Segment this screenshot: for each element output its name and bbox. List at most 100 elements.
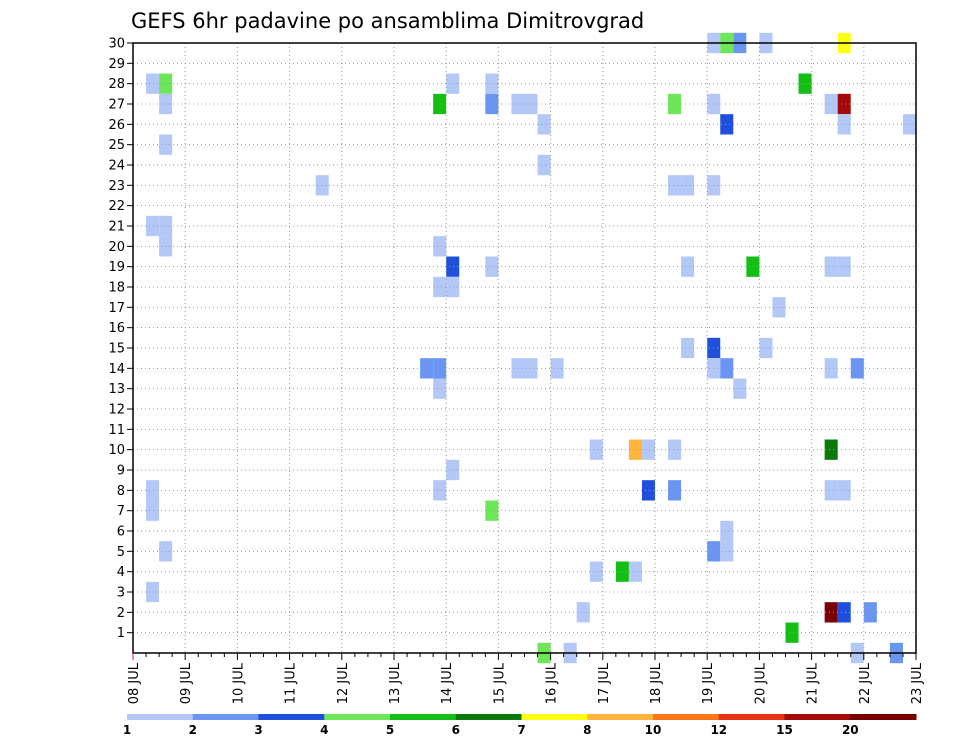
y-tick-label: 15 (108, 342, 125, 357)
y-tick-label: 14 (108, 362, 125, 377)
x-tick-label: 10 JUL (231, 662, 246, 704)
colorbar-tick-label: 5 (386, 723, 394, 737)
precip-cell (576, 602, 590, 623)
colorbar-swatch (784, 714, 851, 720)
precip-cell (681, 337, 695, 359)
y-tick-label: 4 (117, 565, 125, 580)
y-tick-label: 17 (108, 301, 125, 316)
precip-cell (146, 73, 160, 94)
y-tick-label: 6 (117, 525, 125, 540)
precip-cell (720, 114, 734, 135)
precip-cell (824, 439, 838, 460)
x-tick-label: 13 JUL (388, 662, 403, 704)
precip-cell (628, 561, 642, 582)
precip-cell (641, 480, 655, 501)
colorbar-tick-label: 12 (710, 723, 727, 737)
colorbar-swatch (192, 714, 259, 720)
precip-cell (589, 561, 603, 582)
precip-cell (837, 114, 851, 135)
colorbar-tick-label: 8 (583, 723, 591, 737)
x-tick-label: 18 JUL (649, 662, 664, 704)
precip-cell (733, 378, 747, 399)
precip-cell (433, 93, 447, 115)
precip-cell (837, 256, 851, 277)
y-tick-label: 28 (108, 77, 125, 92)
y-tick-label: 27 (108, 98, 125, 113)
y-tick-label: 19 (108, 260, 125, 275)
precip-cell (315, 175, 329, 196)
precip-cell (772, 297, 786, 318)
y-tick-label: 30 (108, 37, 125, 52)
colorbar-swatch (258, 714, 325, 720)
precip-cell (824, 480, 838, 501)
precip-cell (641, 439, 655, 460)
precip-cell (681, 175, 695, 196)
precip-cell (433, 378, 447, 399)
precip-cell (146, 500, 160, 521)
precip-cell (863, 602, 877, 623)
precip-cell (537, 114, 551, 135)
precip-cell (524, 93, 538, 115)
y-tick-label: 29 (108, 57, 125, 72)
y-tick-label: 18 (108, 281, 125, 296)
precip-cell (785, 622, 799, 643)
precip-cell (837, 602, 851, 623)
precip-cell (628, 439, 642, 460)
colorbar-swatch (455, 714, 522, 720)
colorbar-tick-label: 7 (517, 723, 525, 737)
x-tick-label: 16 JUL (545, 662, 560, 704)
precip-cell (824, 602, 838, 623)
precip-cell (746, 256, 760, 277)
y-tick-label: 20 (108, 240, 125, 255)
precip-cell (589, 439, 603, 460)
y-tick-label: 8 (117, 484, 125, 499)
x-tick-label: 21 JUL (806, 662, 821, 704)
precip-cell (446, 459, 460, 481)
colorbar-swatch (587, 714, 654, 720)
colorbar-tick-label: 20 (842, 723, 859, 737)
precip-cell (433, 480, 447, 501)
x-tick-label: 12 JUL (336, 662, 351, 704)
x-tick-label: 19 JUL (701, 662, 716, 704)
precip-cell (446, 73, 460, 94)
precip-cell (824, 93, 838, 115)
y-tick-label: 7 (117, 504, 125, 519)
y-tick-label: 21 (108, 220, 125, 235)
precip-cell (537, 154, 551, 176)
y-tick-label: 5 (117, 545, 125, 560)
precip-cell (668, 480, 682, 501)
precip-cell (615, 561, 629, 582)
x-tick-label: 09 JUL (179, 662, 194, 704)
colorbar-swatch (324, 714, 391, 720)
colorbar-swatch (718, 714, 785, 720)
precip-cell (824, 358, 838, 379)
colorbar-tick-label: 4 (320, 723, 328, 737)
y-tick-label: 12 (108, 403, 125, 418)
precip-cell (524, 358, 538, 379)
colorbar-tick-label: 3 (254, 723, 262, 737)
colorbar-swatch (850, 714, 917, 720)
x-tick-label: 20 JUL (753, 662, 768, 704)
y-tick-label: 10 (108, 443, 125, 458)
precip-cell (837, 93, 851, 115)
chart-title: GEFS 6hr padavine po ansamblima Dimitrov… (131, 9, 644, 33)
precipitation-cells (146, 32, 916, 664)
precip-cell (485, 256, 499, 277)
colorbar-tick-label: 1 (123, 723, 131, 737)
colorbar-tick-label: 6 (452, 723, 460, 737)
precip-cell (146, 215, 160, 237)
precip-cell (681, 256, 695, 277)
x-tick-label: 15 JUL (492, 662, 507, 704)
x-tick-label: 08 JUL (127, 662, 142, 704)
y-tick-label: 2 (117, 606, 125, 621)
precip-cell (433, 358, 447, 379)
colorbar-swatch (390, 714, 457, 720)
precip-cell (837, 480, 851, 501)
x-tick-label: 23 JUL (910, 662, 925, 704)
y-tick-label: 24 (108, 159, 125, 174)
colorbar-tick-label: 2 (189, 723, 197, 737)
x-tick-label: 17 JUL (597, 662, 612, 704)
precip-cell (420, 358, 434, 379)
precip-cell (668, 93, 682, 115)
